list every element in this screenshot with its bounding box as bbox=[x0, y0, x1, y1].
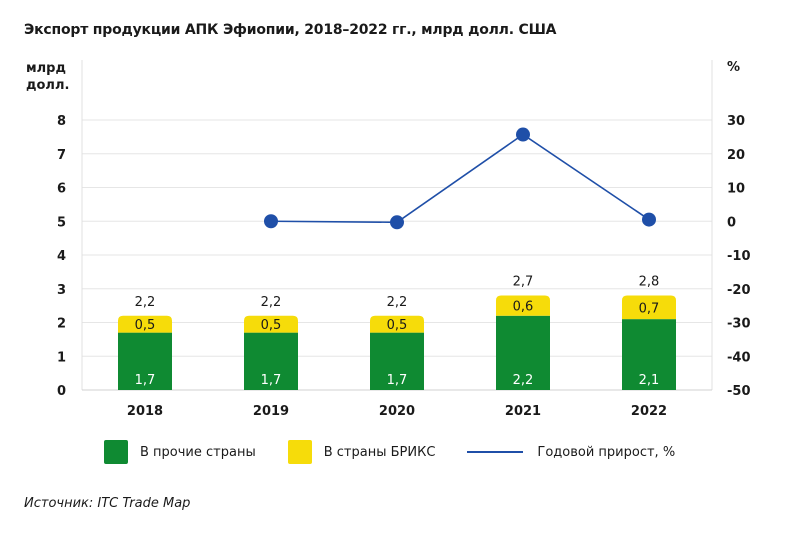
y2-tick-label: 20 bbox=[727, 148, 745, 163]
bar-other-2019 bbox=[244, 332, 298, 390]
y2-tick-label: -10 bbox=[727, 249, 751, 264]
total-label-2018: 2,2 bbox=[135, 295, 156, 310]
left-axis-label: млрд долл. bbox=[26, 61, 70, 93]
total-label-2020: 2,2 bbox=[387, 295, 408, 310]
y2-tick-label: -20 bbox=[727, 283, 751, 298]
bar-other-2018 bbox=[118, 332, 172, 390]
right-axis-label: % bbox=[727, 60, 741, 75]
y2-tick-label: 30 bbox=[727, 114, 745, 129]
y2-tick-label: -50 bbox=[727, 384, 751, 399]
legend-item-brics: В страны БРИКС bbox=[287, 440, 436, 464]
y-tick-label: 6 bbox=[57, 182, 66, 197]
value-label-brics-2022: 0,7 bbox=[639, 301, 660, 316]
value-label-other-2019: 1,7 bbox=[261, 373, 282, 388]
legend: В прочие страны В страны БРИКС Годовой п… bbox=[104, 440, 707, 464]
total-label-2022: 2,8 bbox=[639, 275, 660, 290]
total-label-2021: 2,7 bbox=[513, 275, 534, 290]
legend-swatch-other bbox=[104, 440, 128, 464]
growth-point-2019 bbox=[264, 214, 278, 229]
x-tick-label-2019: 2019 bbox=[253, 404, 289, 419]
chart-title: Экспорт продукции АПК Эфиопии, 2018–2022… bbox=[24, 22, 557, 38]
bar-other-2022 bbox=[622, 319, 676, 390]
growth-point-2020 bbox=[390, 215, 404, 230]
value-label-brics-2018: 0,5 bbox=[135, 318, 156, 333]
source-note: Источник: ITC Trade Map bbox=[24, 496, 191, 511]
growth-line bbox=[270, 133, 650, 224]
y2-tick-label: 0 bbox=[727, 215, 736, 230]
x-tick-label-2018: 2018 bbox=[127, 404, 163, 419]
value-label-other-2022: 2,1 bbox=[639, 373, 660, 388]
value-label-other-2021: 2,2 bbox=[513, 373, 534, 388]
legend-label-growth: Годовой прирост, % bbox=[537, 444, 676, 460]
bar-other-2020 bbox=[370, 332, 424, 390]
y-tick-label: 5 bbox=[57, 215, 66, 230]
value-label-brics-2021: 0,6 bbox=[513, 300, 534, 315]
y-tick-label: 3 bbox=[57, 283, 66, 298]
value-label-other-2020: 1,7 bbox=[387, 373, 408, 388]
y-tick-label: 7 bbox=[57, 148, 66, 163]
y-tick-label: 8 bbox=[57, 114, 66, 129]
y-tick-label: 0 bbox=[57, 384, 66, 399]
x-tick-label-2020: 2020 bbox=[379, 404, 415, 419]
x-tick-label-2022: 2022 bbox=[631, 404, 667, 419]
bar-brics-2021 bbox=[496, 295, 550, 316]
y2-tick-label: -30 bbox=[727, 317, 751, 332]
y2-tick-label: 10 bbox=[727, 182, 745, 197]
legend-label-brics: В страны БРИКС bbox=[323, 444, 436, 460]
value-label-other-2018: 1,7 bbox=[135, 373, 156, 388]
legend-item-growth: Годовой прирост, % bbox=[467, 445, 675, 460]
x-tick-label-2021: 2021 bbox=[505, 404, 541, 419]
legend-swatch-brics bbox=[287, 440, 312, 464]
value-label-brics-2019: 0,5 bbox=[261, 318, 282, 333]
y-tick-label: 2 bbox=[57, 317, 66, 332]
legend-swatch-growth bbox=[467, 451, 524, 453]
growth-point-2021 bbox=[516, 127, 530, 142]
bar-brics-2022 bbox=[622, 295, 676, 320]
total-label-2019: 2,2 bbox=[261, 295, 282, 310]
y-tick-label: 1 bbox=[57, 350, 66, 365]
value-label-brics-2020: 0,5 bbox=[387, 318, 408, 333]
y-tick-label: 4 bbox=[57, 249, 66, 264]
legend-label-other: В прочие страны bbox=[140, 444, 256, 460]
bar-brics-2018 bbox=[118, 315, 172, 333]
bar-brics-2020 bbox=[370, 315, 424, 333]
bar-other-2021 bbox=[496, 315, 550, 390]
growth-point-2022 bbox=[642, 212, 656, 227]
legend-item-other: В прочие страны bbox=[104, 440, 256, 464]
y2-tick-label: -40 bbox=[727, 350, 751, 365]
bar-brics-2019 bbox=[244, 315, 298, 333]
